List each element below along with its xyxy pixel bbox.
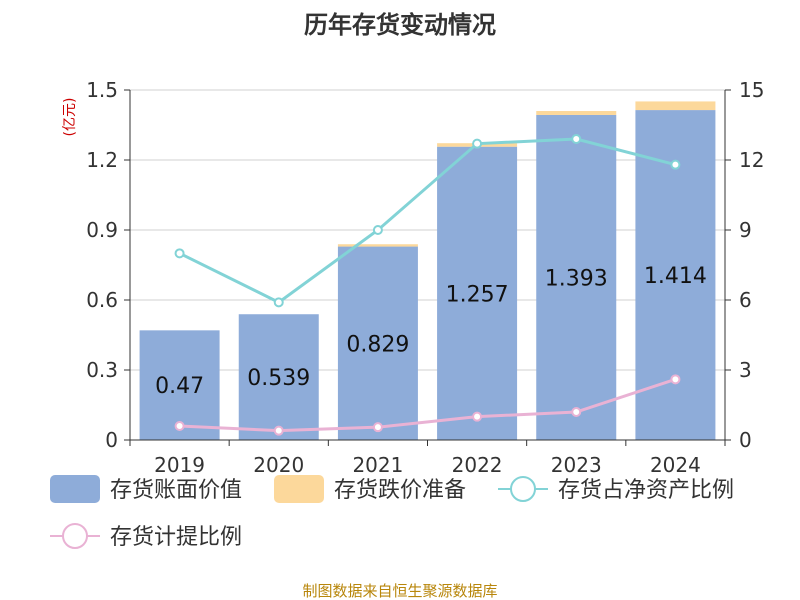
right-tick-label: 15 bbox=[739, 78, 764, 102]
series-point bbox=[372, 422, 383, 433]
series-line bbox=[178, 137, 676, 305]
x-tick-label: 2019 bbox=[154, 453, 205, 477]
bar-book-value bbox=[536, 114, 617, 440]
x-tick-label: 2021 bbox=[352, 453, 403, 477]
series-point bbox=[571, 407, 582, 417]
left-tick-label: 1.2 bbox=[86, 148, 118, 172]
bars bbox=[139, 101, 716, 441]
grid-lines bbox=[130, 89, 725, 371]
right-tick-label: 6 bbox=[739, 288, 752, 312]
left-tick-label: 0 bbox=[105, 428, 118, 452]
left-tick-label: 0.9 bbox=[86, 218, 118, 242]
series-point bbox=[273, 297, 284, 308]
legend-swatch-bar bbox=[274, 475, 324, 503]
series-point bbox=[670, 374, 681, 385]
left-tick-label: 1.5 bbox=[86, 78, 118, 102]
series-lines bbox=[174, 134, 681, 436]
legend-label: 存货账面价值 bbox=[110, 478, 242, 503]
bar-value-label: 0.829 bbox=[346, 332, 409, 357]
chart-title: 历年存货变动情况 bbox=[304, 11, 496, 39]
series-point bbox=[472, 411, 483, 422]
legend-label: 存货计提比例 bbox=[110, 525, 242, 550]
bar-impairment bbox=[635, 101, 716, 111]
left-tick-label: 0.6 bbox=[86, 288, 118, 312]
source-note: 制图数据来自恒生聚源数据库 bbox=[302, 582, 497, 600]
series-line bbox=[179, 377, 676, 433]
left-axis-ticks: 0 0.3 0.6 0.9 1.2 1.5 bbox=[86, 78, 130, 452]
left-axis-unit: (亿元) bbox=[62, 98, 78, 137]
left-tick-label: 0.3 bbox=[86, 358, 118, 382]
right-tick-label: 3 bbox=[739, 358, 752, 382]
right-tick-label: 9 bbox=[739, 218, 752, 242]
series-point bbox=[372, 225, 383, 235]
legend-swatch-bar bbox=[50, 475, 100, 503]
legend-swatch-marker bbox=[62, 523, 88, 549]
legend-label: 存货跌价准备 bbox=[334, 478, 466, 503]
series-point bbox=[174, 421, 185, 431]
right-axis-ticks: 0 3 6 9 12 15 bbox=[725, 78, 764, 452]
series-point bbox=[670, 159, 681, 170]
bar-book-value bbox=[238, 314, 319, 440]
legend-label: 存货占净资产比例 bbox=[558, 478, 734, 503]
legend-swatch-marker bbox=[510, 476, 536, 502]
bar-labels: 0.47 0.539 0.829 1.257 1.393 1.414 bbox=[155, 264, 707, 399]
x-axis-ticks: 2019 2020 2021 2022 2023 2024 bbox=[129, 440, 726, 477]
x-tick-label: 2020 bbox=[253, 453, 304, 477]
right-tick-label: 0 bbox=[739, 428, 752, 452]
series-point bbox=[571, 134, 582, 144]
series-point bbox=[273, 425, 284, 436]
series-point bbox=[472, 138, 483, 149]
series-point bbox=[174, 248, 185, 259]
bar-impairment bbox=[536, 111, 617, 115]
bar-value-label: 1.393 bbox=[545, 266, 608, 291]
bar-value-label: 1.414 bbox=[644, 264, 707, 289]
bar-book-value bbox=[437, 146, 518, 440]
bar-book-value bbox=[337, 246, 418, 440]
bar-value-label: 1.257 bbox=[446, 282, 509, 307]
right-tick-label: 12 bbox=[739, 148, 764, 172]
x-tick-label: 2022 bbox=[452, 453, 503, 477]
x-tick-label: 2023 bbox=[551, 453, 602, 477]
bar-value-label: 0.539 bbox=[247, 366, 310, 391]
bar-value-label: 0.47 bbox=[155, 374, 204, 399]
x-tick-label: 2024 bbox=[650, 453, 701, 477]
bar-impairment bbox=[337, 244, 418, 247]
